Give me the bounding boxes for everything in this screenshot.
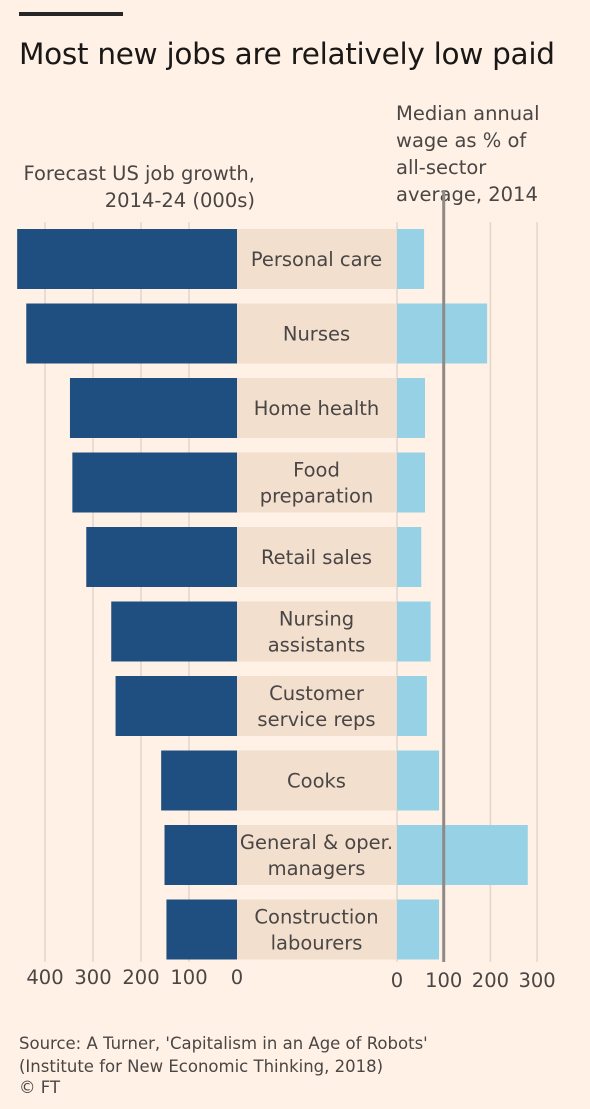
source-note: Source: A Turner, 'Capitalism in an Age … bbox=[19, 1032, 428, 1078]
wage-bar bbox=[397, 899, 440, 960]
left-axis-title-line-1: Forecast US job growth, bbox=[23, 162, 255, 185]
growth-tick-label: 0 bbox=[231, 966, 243, 989]
category-band bbox=[237, 899, 396, 960]
category-band bbox=[237, 601, 396, 662]
category-band bbox=[237, 825, 396, 885]
wage-tick-label: 0 bbox=[391, 969, 403, 992]
category-band bbox=[237, 676, 396, 736]
category-label: service reps bbox=[257, 708, 375, 731]
wage-bar bbox=[397, 452, 426, 513]
growth-bar bbox=[72, 452, 237, 513]
growth-tick-label: 200 bbox=[122, 966, 159, 989]
category-label: preparation bbox=[260, 485, 374, 508]
category-label: Food bbox=[293, 459, 340, 482]
wage-tick-label: 100 bbox=[425, 969, 462, 992]
growth-bar bbox=[161, 750, 237, 811]
wage-bar bbox=[397, 303, 488, 364]
category-label: Personal care bbox=[251, 248, 382, 271]
category-label: managers bbox=[268, 857, 366, 880]
right-axis-title-line-2: wage as % of bbox=[396, 129, 527, 152]
category-band bbox=[237, 303, 396, 364]
growth-bar bbox=[166, 899, 237, 960]
category-band bbox=[237, 452, 396, 513]
right-axis-title: Median annual wage as % of all-sector av… bbox=[396, 100, 576, 208]
growth-bar bbox=[164, 825, 237, 885]
category-label: Construction bbox=[254, 906, 378, 929]
wage-bar bbox=[397, 527, 422, 587]
source-line-2: (Institute for New Economic Thinking, 20… bbox=[19, 1057, 384, 1076]
growth-bar bbox=[111, 601, 237, 662]
category-label: General & oper. bbox=[240, 831, 393, 854]
category-label: Cooks bbox=[287, 770, 346, 793]
category-label: Retail sales bbox=[261, 546, 372, 569]
growth-bar bbox=[69, 378, 238, 438]
category-band bbox=[237, 229, 396, 289]
wage-bar bbox=[397, 601, 431, 662]
category-band bbox=[237, 527, 396, 587]
category-label: assistants bbox=[268, 634, 366, 657]
growth-bar bbox=[26, 303, 238, 364]
growth-tick-label: 100 bbox=[170, 966, 207, 989]
growth-tick-label: 300 bbox=[74, 966, 111, 989]
category-label: Home health bbox=[254, 397, 380, 420]
left-axis-title-line-2: 2014-24 (000s) bbox=[104, 189, 255, 212]
category-label: Nursing bbox=[279, 608, 354, 631]
left-axis-title: Forecast US job growth, 2014-24 (000s) bbox=[19, 160, 255, 214]
source-line-1: Source: A Turner, 'Capitalism in an Age … bbox=[19, 1034, 428, 1053]
category-band bbox=[237, 378, 396, 438]
category-label: Nurses bbox=[283, 323, 350, 346]
ft-copyright: © FT bbox=[19, 1078, 61, 1097]
wage-bar bbox=[397, 750, 440, 811]
chart-title: Most new jobs are relatively low paid bbox=[19, 37, 555, 71]
ft-top-rule bbox=[19, 12, 123, 16]
right-axis-title-line-3: all-sector bbox=[396, 156, 487, 179]
growth-bar bbox=[115, 676, 237, 736]
category-label: Customer bbox=[269, 682, 365, 705]
category-band bbox=[237, 750, 396, 811]
category-label: labourers bbox=[271, 932, 363, 955]
growth-bar bbox=[86, 527, 237, 587]
wage-bar bbox=[397, 676, 427, 736]
growth-tick-label: 400 bbox=[26, 966, 63, 989]
wage-bar bbox=[397, 825, 528, 885]
right-axis-title-line-1: Median annual bbox=[396, 102, 540, 125]
job-growth-wage-chart: Personal care Nurses Home health Food prepar… bbox=[17, 190, 556, 992]
right-axis-title-line-4: average, 2014 bbox=[396, 183, 538, 206]
wage-tick-label: 200 bbox=[472, 969, 509, 992]
wage-tick-label: 300 bbox=[518, 969, 555, 992]
wage-bar bbox=[397, 229, 425, 289]
growth-bar bbox=[17, 229, 237, 289]
wage-bar bbox=[397, 378, 426, 438]
